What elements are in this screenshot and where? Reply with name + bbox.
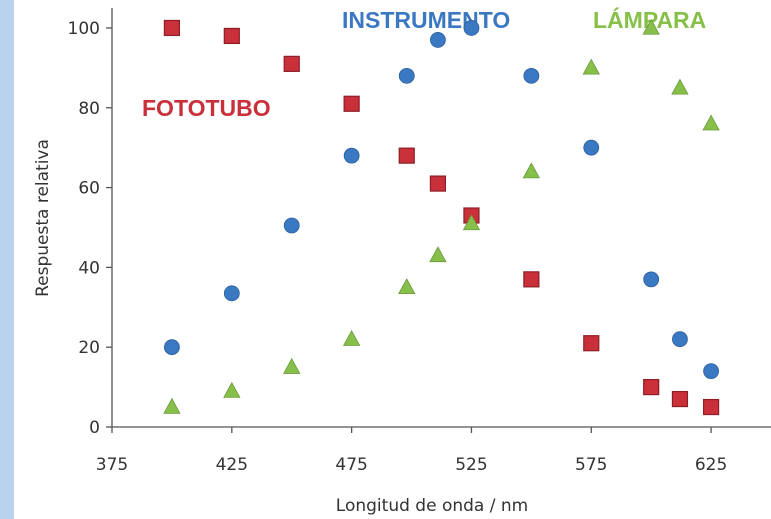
- y-tick-label: 20: [78, 338, 100, 358]
- point-fototubo: [398, 147, 415, 164]
- point-fototubo: [671, 390, 689, 408]
- point-instrumento: [398, 67, 415, 84]
- point-lampara: [671, 78, 689, 95]
- point-instrumento: [343, 147, 360, 164]
- y-tick-label: 100: [68, 19, 100, 39]
- axes: 0 20 40 60 80 100 375 425 475 525 575 625: [68, 8, 771, 475]
- point-fototubo: [523, 271, 540, 288]
- point-lampara: [223, 381, 241, 398]
- series-label-fototubo: FOTOTUBO: [142, 95, 271, 121]
- point-instrumento: [672, 331, 688, 348]
- series-label-instrumento: INSTRUMENTO: [342, 7, 510, 33]
- point-fototubo: [343, 95, 360, 112]
- point-instrumento: [703, 363, 719, 380]
- scatter-chart: 0 20 40 60 80 100 375 425 475 525 575 625 INSTRUMEN…: [33, 6, 771, 516]
- point-instrumento: [523, 67, 540, 84]
- point-instrumento: [463, 20, 480, 36]
- x-tick-label: 575: [575, 455, 607, 475]
- point-instrumento: [643, 271, 660, 288]
- point-lampara: [462, 214, 481, 231]
- point-fototubo: [223, 27, 240, 45]
- point-lampara: [163, 397, 181, 414]
- point-fototubo: [583, 335, 600, 352]
- x-tick-label: 375: [96, 455, 128, 475]
- point-instrumento: [283, 217, 300, 234]
- point-instrumento: [164, 339, 180, 356]
- series-labels: INSTRUMENTO FOTOTUBO LÁMPARA: [142, 6, 706, 121]
- point-lampara: [283, 357, 301, 374]
- y-tick-label: 0: [89, 418, 100, 438]
- point-fototubo: [429, 175, 447, 192]
- x-tick-label: 475: [335, 455, 367, 475]
- y-axis-title: Respuesta relativa: [33, 139, 53, 297]
- point-lampara: [642, 18, 660, 35]
- point-lampara: [702, 114, 720, 131]
- point-fototubo: [702, 398, 720, 416]
- x-tick-label: 525: [455, 455, 487, 475]
- point-fototubo: [643, 378, 660, 396]
- point-fototubo: [283, 55, 300, 72]
- point-fototubo: [163, 19, 181, 37]
- y-tick-label: 80: [78, 99, 100, 119]
- y-tick-label: 60: [78, 179, 100, 199]
- point-lampara: [342, 329, 361, 346]
- x-tick-label: 425: [216, 455, 248, 475]
- x-tick-label: 625: [695, 455, 727, 475]
- chart-frame: 0 20 40 60 80 100 375 425 475 525 575 625 INSTRUMEN…: [14, 0, 771, 519]
- point-lampara: [522, 162, 541, 179]
- point-lampara: [429, 246, 447, 263]
- data-marks: [163, 18, 720, 416]
- point-lampara: [582, 58, 600, 75]
- point-instrumento: [430, 32, 446, 48]
- point-instrumento: [223, 285, 240, 302]
- x-axis-title: Longitud de onda / nm: [336, 496, 528, 516]
- point-instrumento: [583, 139, 600, 156]
- y-tick-label: 40: [78, 258, 100, 278]
- point-lampara: [398, 278, 416, 295]
